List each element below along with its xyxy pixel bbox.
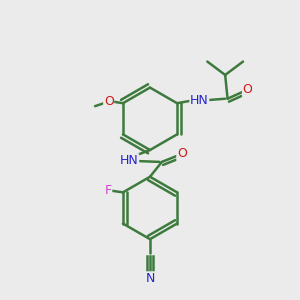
Text: HN: HN <box>190 94 209 107</box>
Text: O: O <box>177 147 187 161</box>
Text: O: O <box>242 83 252 96</box>
Text: F: F <box>104 184 112 197</box>
Text: N: N <box>145 272 155 285</box>
Text: HN: HN <box>120 154 139 167</box>
Text: O: O <box>104 95 114 108</box>
